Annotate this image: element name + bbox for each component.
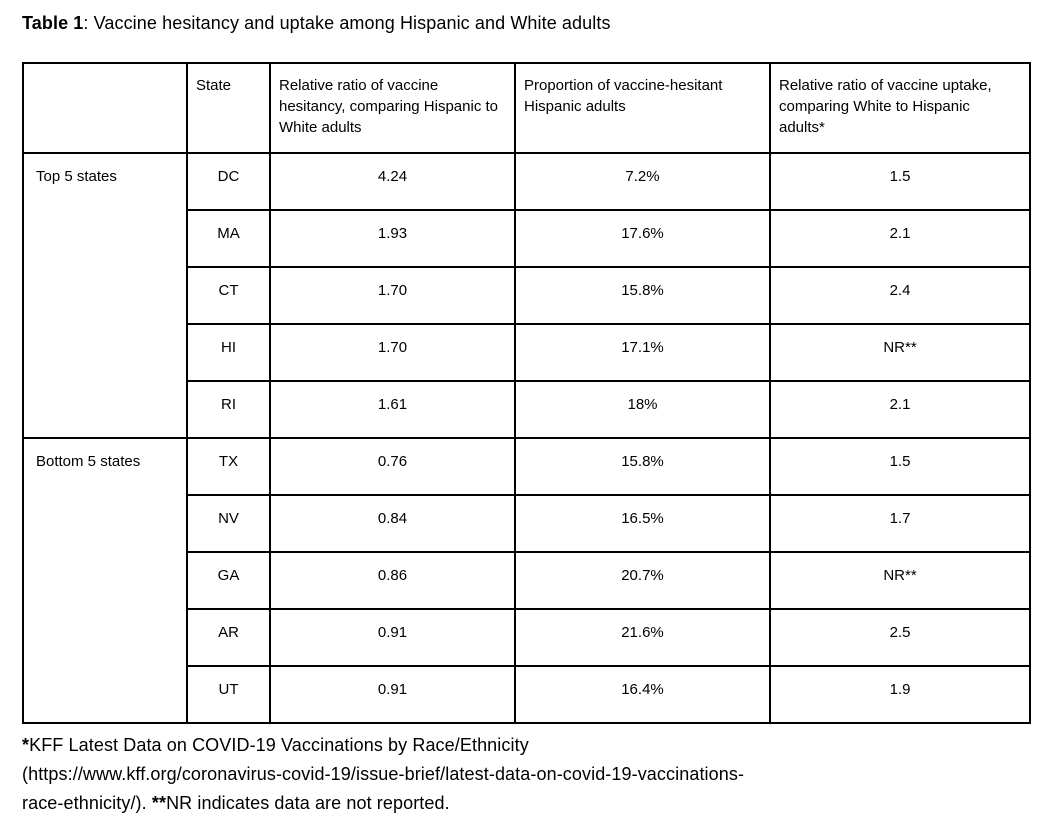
proportion-cell: 21.6% [514,608,771,667]
footnote: *KFF Latest Data on COVID-19 Vaccination… [22,731,1042,818]
col-header-uptake: Relative ratio of vaccine uptake, compar… [769,62,1031,154]
hesitancy-cell: 0.84 [269,494,516,553]
vaccine-data-table: State Relative ratio of vaccine hesitanc… [22,62,1031,724]
table-row: CT 1.70 15.8% 2.4 [23,266,1031,325]
uptake-cell: 2.5 [769,608,1031,667]
footnote-nr-text: NR indicates data are not reported. [166,793,450,813]
state-cell: DC [186,152,271,211]
hesitancy-cell: 0.91 [269,608,516,667]
hesitancy-cell: 0.91 [269,665,516,724]
col-header-hesitancy: Relative ratio of vaccine hesitancy, com… [269,62,516,154]
footnote-line-3: race-ethnicity/). **NR indicates data ar… [22,789,1042,818]
hesitancy-cell: 0.76 [269,437,516,496]
proportion-cell: 15.8% [514,437,771,496]
uptake-cell: 1.9 [769,665,1031,724]
group-cell-bottom5: Bottom 5 states [22,437,188,724]
footnote-line-2: (https://www.kff.org/coronavirus-covid-1… [22,760,1042,789]
uptake-cell: 1.5 [769,437,1031,496]
col-header-group [22,62,188,154]
table-row: MA 1.93 17.6% 2.1 [23,209,1031,268]
footnote-line-1: *KFF Latest Data on COVID-19 Vaccination… [22,731,1042,760]
proportion-cell: 17.1% [514,323,771,382]
footnote-source-text: KFF Latest Data on COVID-19 Vaccinations… [29,735,529,755]
table-title-text: : Vaccine hesitancy and uptake among His… [83,13,611,33]
state-cell: TX [186,437,271,496]
footnote-url-text: (https://www.kff.org/coronavirus-covid-1… [22,764,745,784]
uptake-cell: 2.4 [769,266,1031,325]
footnote-url-tail-text: race-ethnicity/). [22,793,152,813]
uptake-cell: 1.7 [769,494,1031,553]
table-row: HI 1.70 17.1% NR** [23,323,1031,382]
hesitancy-cell: 4.24 [269,152,516,211]
table-row: GA 0.86 20.7% NR** [23,551,1031,610]
proportion-cell: 15.8% [514,266,771,325]
hesitancy-cell: 1.70 [269,323,516,382]
state-cell: NV [186,494,271,553]
footnote-nr-marker: ** [151,793,167,813]
table-row: NV 0.84 16.5% 1.7 [23,494,1031,553]
state-cell: RI [186,380,271,439]
uptake-cell: 2.1 [769,380,1031,439]
col-header-state: State [186,62,271,154]
uptake-cell: 2.1 [769,209,1031,268]
uptake-cell: NR** [769,323,1031,382]
state-cell: GA [186,551,271,610]
proportion-cell: 18% [514,380,771,439]
document-page: Table 1: Vaccine hesitancy and uptake am… [22,12,1042,818]
hesitancy-cell: 1.93 [269,209,516,268]
table-row: AR 0.91 21.6% 2.5 [23,608,1031,667]
hesitancy-cell: 1.61 [269,380,516,439]
table-title-label: Table 1 [22,13,84,33]
proportion-cell: 16.5% [514,494,771,553]
table-row: UT 0.91 16.4% 1.9 [23,665,1031,724]
state-cell: CT [186,266,271,325]
proportion-cell: 7.2% [514,152,771,211]
state-cell: AR [186,608,271,667]
footnote-source-marker: * [22,735,30,755]
table-row: Bottom 5 states TX 0.76 15.8% 1.5 [22,437,1031,724]
table-row: Top 5 states DC 4.24 7.2% 1.5 [22,152,1031,439]
group-cell-top5: Top 5 states [22,152,188,439]
uptake-cell: NR** [769,551,1031,610]
col-header-proportion: Proportion of vaccine-hesitant Hispanic … [514,62,771,154]
state-cell: MA [186,209,271,268]
proportion-cell: 20.7% [514,551,771,610]
state-cell: UT [186,665,271,724]
table-title: Table 1: Vaccine hesitancy and uptake am… [22,12,1042,34]
hesitancy-cell: 1.70 [269,266,516,325]
header-row: State Relative ratio of vaccine hesitanc… [22,62,1031,154]
table-row: RI 1.61 18% 2.1 [23,380,1031,439]
proportion-cell: 16.4% [514,665,771,724]
uptake-cell: 1.5 [769,152,1031,211]
state-cell: HI [186,323,271,382]
proportion-cell: 17.6% [514,209,771,268]
hesitancy-cell: 0.86 [269,551,516,610]
